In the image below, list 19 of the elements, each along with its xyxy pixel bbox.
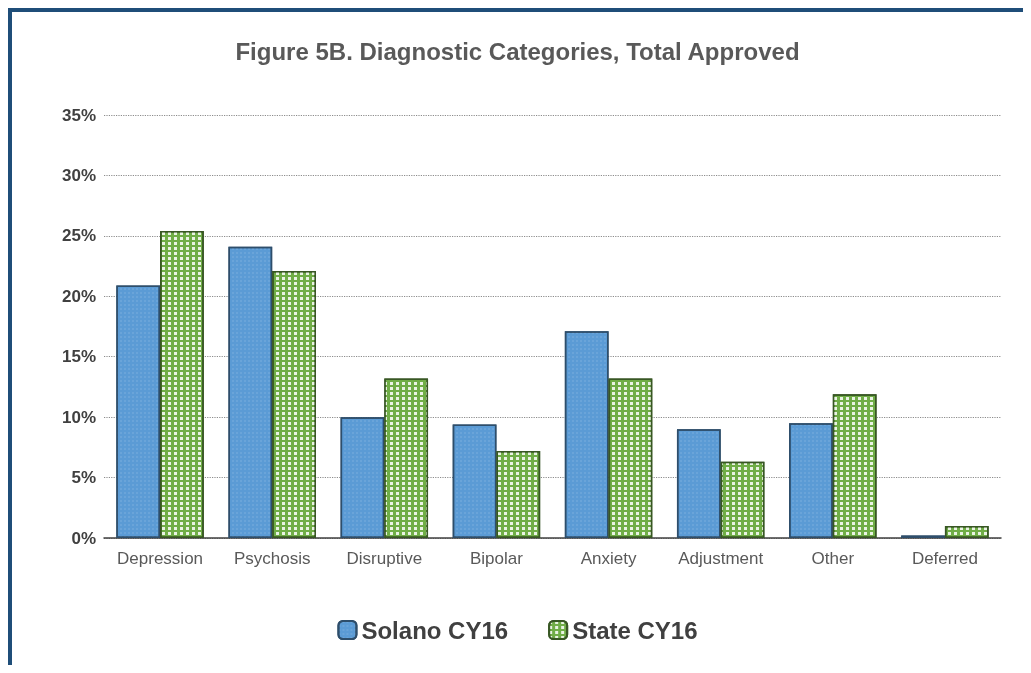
x-tick-label: Anxiety [580,549,637,568]
chart-title: Figure 5B. Diagnostic Categories, Total Approved [235,37,800,65]
x-tick-label: Other [811,549,855,568]
y-tick-label: 5% [71,468,96,488]
y-tick-label: 35% [61,105,96,125]
x-tick-label: Depression [117,549,204,568]
x-tick-label: Bipolar [469,549,524,568]
y-tick-label: 20% [61,286,96,306]
legend-label: Solano CY16 [361,616,509,644]
y-tick-label: 15% [61,347,96,367]
y-tick-label: 10% [61,407,96,427]
y-tick-label: 25% [61,226,96,246]
x-tick-label: Deferred [911,549,979,568]
x-tick-label: Psychosis [233,549,311,568]
x-tick-label: Disruptive [346,549,423,568]
y-tick-label: 30% [61,165,96,185]
legend-label: State CY16 [572,616,698,644]
x-tick-label: Adjustment [678,549,764,568]
y-tick-label: 0% [71,528,96,548]
